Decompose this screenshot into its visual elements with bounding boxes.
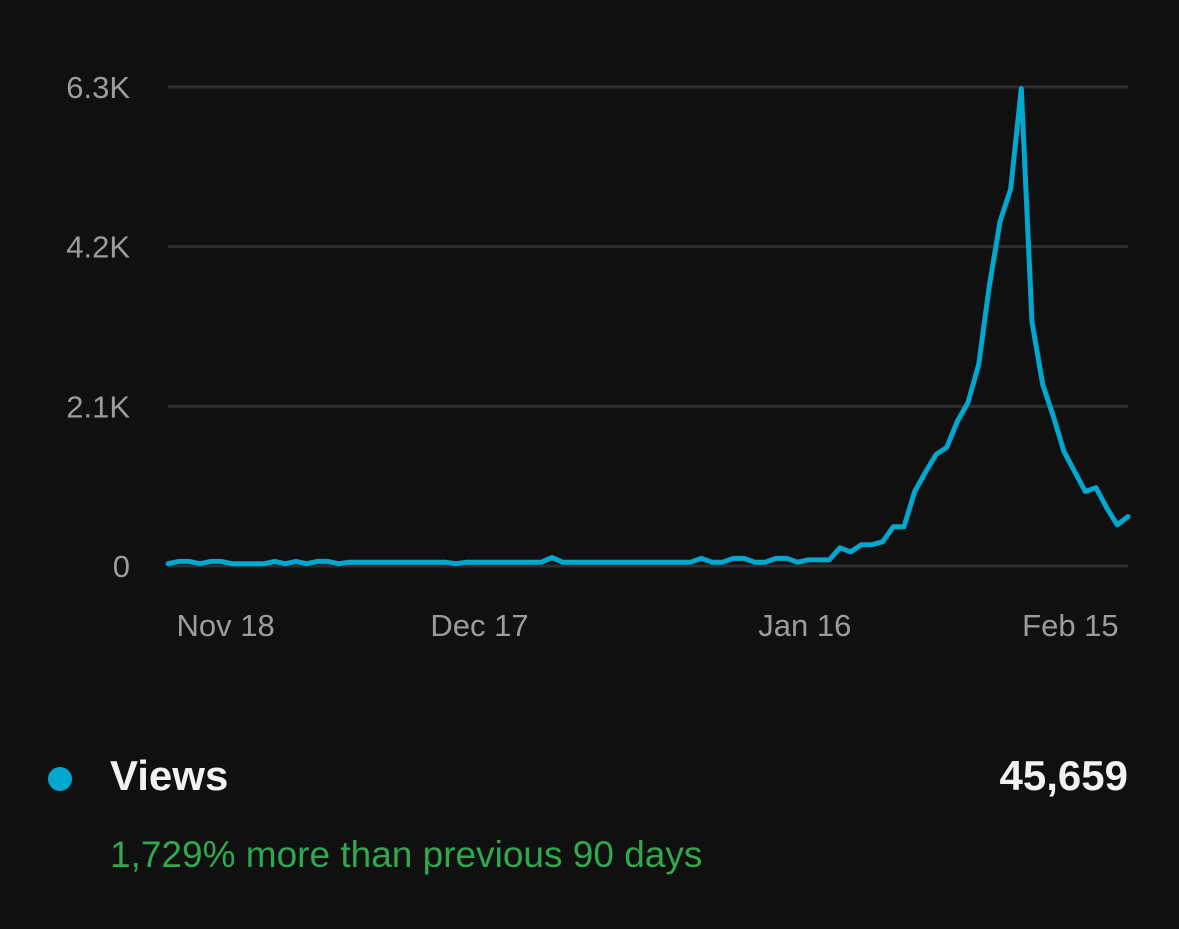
views-legend-dot-icon: [48, 767, 72, 791]
x-tick-label: Jan 16: [758, 608, 851, 643]
views-series-line: [165, 86, 1131, 567]
views-total: 45,659: [999, 752, 1128, 799]
y-tick-label: 6.3K: [66, 70, 130, 105]
views-line-chart: 0 2.1K 4.2K 6.3K Nov 18 Dec 17 Jan 16 Feb 15: [66, 70, 1131, 643]
x-tick-label: Feb 15: [1022, 608, 1119, 643]
legend-series-name: Views: [110, 752, 229, 799]
y-tick-label: 2.1K: [66, 389, 130, 424]
y-tick-label: 0: [113, 549, 130, 584]
x-tick-label: Dec 17: [430, 608, 528, 643]
comparison-text: 1,729% more than previous 90 days: [110, 834, 703, 875]
y-tick-label: 4.2K: [66, 230, 130, 265]
x-tick-label: Nov 18: [176, 608, 274, 643]
